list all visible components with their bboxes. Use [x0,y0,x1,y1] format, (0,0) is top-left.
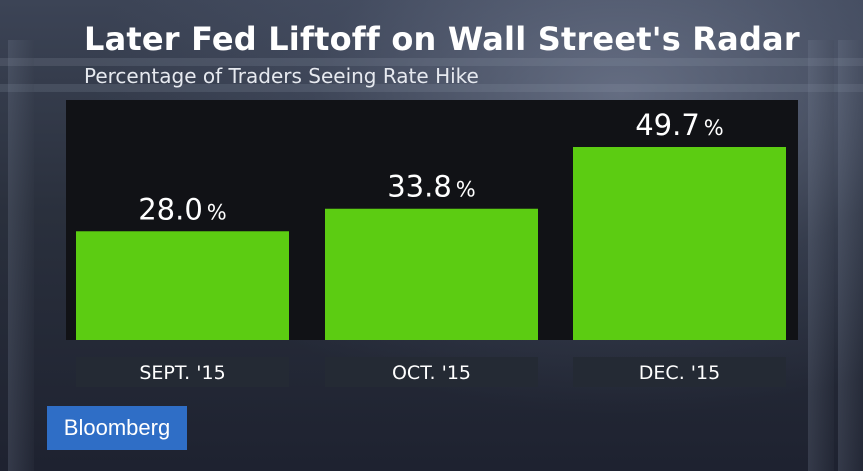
building-ledge [0,58,863,66]
bar [76,231,289,340]
category-label-box [76,357,289,387]
chart-title: Later Fed Liftoff on Wall Street's Radar [84,20,800,58]
category-label: OCT. '15 [392,362,471,384]
building-pillar [808,40,834,471]
data-label: 49.7% [635,108,724,142]
building-pillar [838,40,863,471]
category-label: SEPT. '15 [139,362,225,384]
chart-subtitle: Percentage of Traders Seeing Rate Hike [84,64,479,88]
category-label: DEC. '15 [639,362,720,384]
logo-text: Bloomberg [63,415,171,440]
category-label-box [325,357,538,387]
building-pillar [8,40,34,471]
building-ledge [0,84,863,92]
data-label: 33.8% [387,170,476,204]
bloomberg-logo: Bloomberg [47,406,187,450]
bar [573,147,786,340]
category-label-box [573,357,786,387]
data-label: 28.0% [138,192,227,226]
bar [325,208,538,340]
